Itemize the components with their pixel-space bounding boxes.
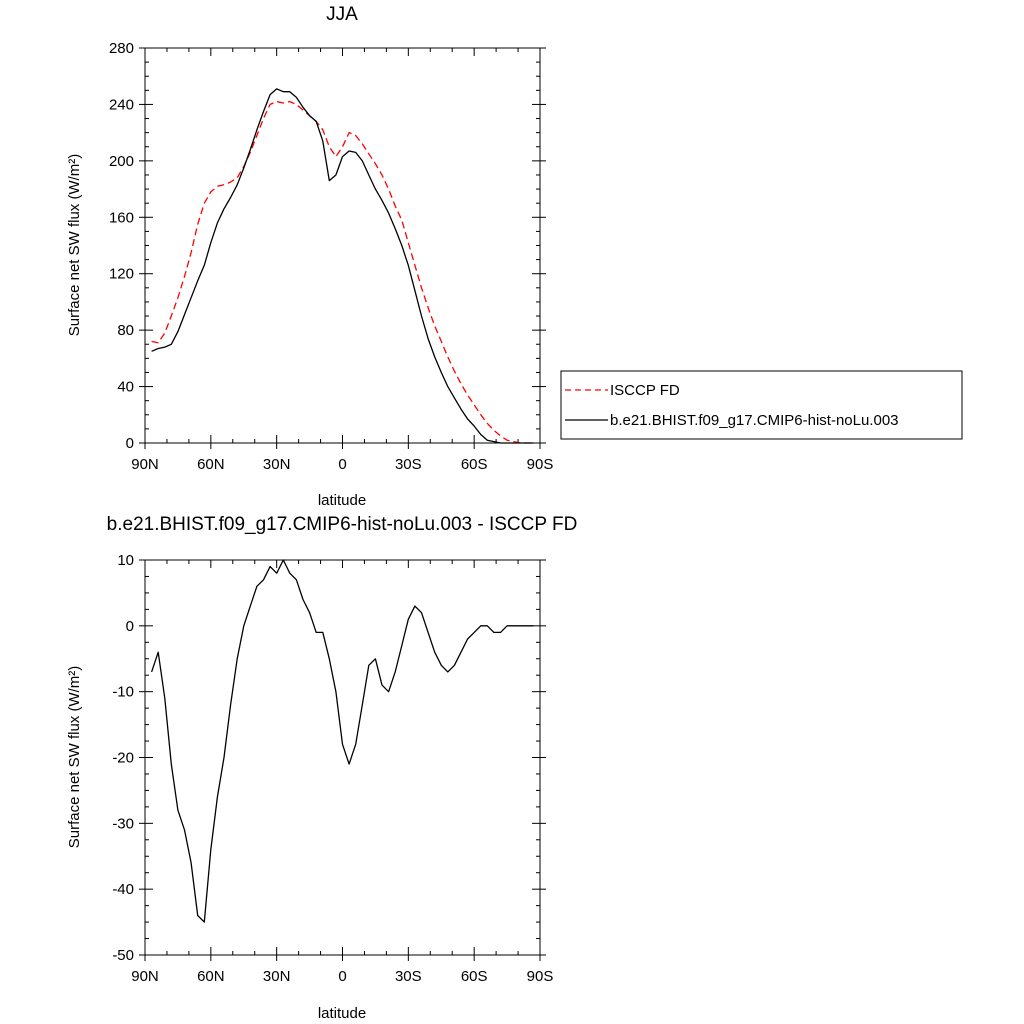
top-chart-title: JJA [326, 4, 358, 25]
bottom-y-ticks: -50 -40 -30 -20 -10 0 10 [112, 552, 546, 964]
top-x-tick-label: 0 [338, 456, 346, 473]
bottom-x-ticks: 90N 60N 30N 0 30S 60S 90S [131, 560, 553, 985]
bottom-chart-title: b.e21.BHIST.f09_g17.CMIP6-hist-noLu.003 … [107, 514, 578, 535]
top-y-tick-label: 240 [109, 96, 134, 113]
top-series-lines [151, 88, 534, 444]
top-y-ticks: 0 40 80 120 160 200 240 280 [109, 40, 546, 452]
bottom-y-tick-label: -20 [112, 750, 134, 767]
bottom-series-lines [150, 559, 534, 923]
top-y-tick-label: 280 [109, 40, 134, 57]
bottom-x-tick-label: 60N [197, 968, 225, 985]
top-x-tick-label: 30N [263, 456, 291, 473]
top-y-tick-label: 120 [109, 266, 134, 283]
top-x-tick-label: 60S [461, 456, 488, 473]
bottom-x-axis-title: latitude [318, 1005, 366, 1022]
bottom-chart: b.e21.BHIST.f09_g17.CMIP6-hist-noLu.003 … [66, 514, 577, 1022]
legend: ISCCP FD b.e21.BHIST.f09_g17.CMIP6-hist-… [560, 370, 963, 440]
bottom-y-tick-label: -50 [112, 947, 134, 964]
top-x-tick-label: 90S [527, 456, 554, 473]
top-x-axis-title: latitude [318, 492, 366, 509]
top-y-tick-label: 200 [109, 153, 134, 170]
bottom-x-tick-label: 30N [263, 968, 291, 985]
bottom-y-tick-label: -10 [112, 684, 134, 701]
top-y-axis-title: Surface net SW flux (W/m²) [66, 154, 83, 337]
top-y-tick-label: 80 [117, 322, 134, 339]
top-x-tick-label: 90N [131, 456, 159, 473]
bottom-x-tick-label: 30S [395, 968, 422, 985]
bottom-y-tick-label: 10 [117, 552, 134, 569]
bottom-y-tick-label: 0 [126, 618, 134, 635]
top-plot-frame [144, 47, 541, 444]
bottom-x-tick-label: 60S [461, 968, 488, 985]
bottom-x-tick-label: 0 [338, 968, 346, 985]
legend-box [560, 370, 963, 440]
bottom-series-line-0 [150, 559, 534, 923]
top-y-tick-label: 40 [117, 379, 134, 396]
bottom-y-axis-title: Surface net SW flux (W/m²) [66, 666, 83, 849]
top-y-tick-label: 160 [109, 209, 134, 226]
top-x-ticks: 90N 60N 30N 0 30S 60S 90S [131, 48, 553, 473]
top-x-tick-label: 60N [197, 456, 225, 473]
top-y-tick-label: 0 [126, 435, 134, 452]
bottom-x-tick-label: 90S [527, 968, 554, 985]
legend-label-isccp: ISCCP FD [610, 382, 680, 399]
bottom-plot-frame [144, 559, 541, 956]
bottom-x-tick-label: 90N [131, 968, 159, 985]
top-series-line-0 [151, 100, 534, 444]
bottom-y-tick-label: -40 [112, 881, 134, 898]
bottom-y-tick-label: -30 [112, 815, 134, 832]
top-x-tick-label: 30S [395, 456, 422, 473]
legend-label-model: b.e21.BHIST.f09_g17.CMIP6-hist-noLu.003 [610, 412, 899, 429]
top-chart: JJA 90N 60N 30N 0 30S 60S 90S 0 40 80 120 160 200 24… [66, 4, 963, 509]
top-series-line-1 [151, 88, 534, 444]
